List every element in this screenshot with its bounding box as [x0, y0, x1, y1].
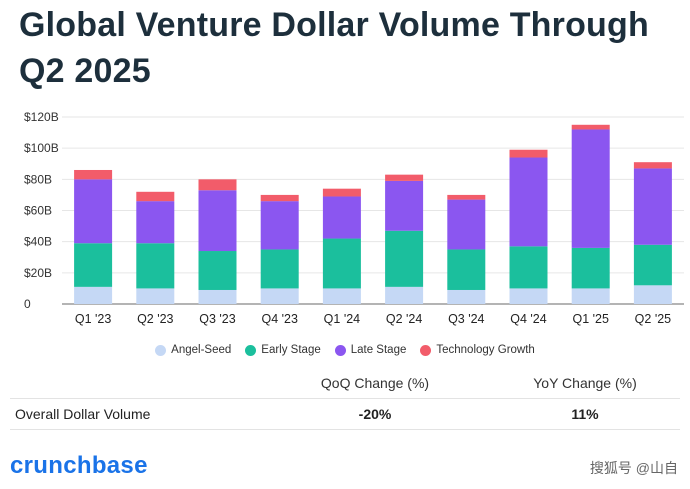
bar-segment-angel-seed: [385, 286, 424, 304]
bar-segment-early-stage: [385, 230, 424, 287]
x-tick-label: Q3 '23: [199, 312, 235, 326]
bar-segment-late-stage: [509, 157, 548, 247]
legend-swatch: [155, 344, 167, 356]
x-tick-label: Q4 '24: [510, 312, 546, 326]
bar-segment-technology-growth: [322, 188, 361, 197]
bar-segment-late-stage: [385, 180, 424, 231]
y-tick-label: $40B: [24, 235, 52, 249]
change-table: QoQ Change (%) YoY Change (%) Overall Do…: [10, 368, 680, 430]
bar-segment-angel-seed: [633, 285, 672, 304]
bar-segment-late-stage: [198, 190, 237, 252]
y-tick-label: $20B: [24, 266, 52, 280]
bar-segment-technology-growth: [447, 194, 486, 200]
bar-segment-technology-growth: [385, 174, 424, 181]
legend-label: Technology Growth: [436, 344, 535, 356]
bar-segment-angel-seed: [136, 288, 175, 304]
x-tick-label: Q1 '23: [75, 312, 111, 326]
legend-swatch: [334, 344, 346, 356]
legend-label: Early Stage: [261, 344, 321, 356]
bar-segment-technology-growth: [260, 194, 299, 202]
bar-segment-angel-seed: [509, 288, 548, 304]
bar-segment-early-stage: [509, 246, 548, 289]
bar-segment-late-stage: [136, 201, 175, 244]
x-tick-label: Q4 '23: [261, 312, 297, 326]
bar-segment-early-stage: [198, 251, 237, 290]
legend-item: Late Stage: [334, 344, 407, 356]
legend-swatch: [245, 344, 257, 356]
bar-segment-angel-seed: [74, 286, 113, 304]
legend-item: Early Stage: [245, 344, 321, 356]
bar-segment-angel-seed: [198, 289, 237, 304]
bar-segment-technology-growth: [198, 179, 237, 191]
bar-segment-angel-seed: [322, 288, 361, 304]
bar-segment-technology-growth: [509, 149, 548, 158]
x-tick-label: Q1 '25: [572, 312, 608, 326]
bar-segment-early-stage: [74, 243, 113, 287]
chart-title: Global Venture Dollar Volume Through Q2 …: [19, 6, 649, 90]
bar-segment-technology-growth: [136, 191, 175, 202]
bar-segment-early-stage: [447, 249, 486, 290]
bar-segment-early-stage: [136, 243, 175, 289]
legend-item: Angel-Seed: [155, 344, 231, 356]
qoq-header: QoQ Change (%): [320, 375, 430, 391]
bar-segment-early-stage: [260, 249, 299, 289]
crunchbase-logo: crunchbase: [10, 452, 148, 479]
bar-segment-late-stage: [260, 201, 299, 250]
y-tick-label: $120B: [24, 110, 59, 124]
yoy-header: YoY Change (%): [533, 375, 637, 391]
bar-segment-angel-seed: [260, 288, 299, 304]
bar-segment-early-stage: [322, 238, 361, 289]
bar-segment-late-stage: [447, 199, 486, 250]
x-tick-label: Q3 '24: [448, 312, 484, 326]
bar-segment-late-stage: [633, 168, 672, 245]
y-tick-label: $100B: [24, 141, 59, 155]
y-tick-label: $80B: [24, 172, 52, 186]
bar-segment-angel-seed: [447, 289, 486, 304]
legend-label: Late Stage: [350, 344, 407, 356]
y-tick-label: 0: [24, 297, 31, 311]
watermark: 搜狐号 @山自: [589, 460, 678, 476]
row-label: Overall Dollar Volume: [15, 406, 151, 422]
bar-segment-early-stage: [633, 244, 672, 286]
x-tick-label: Q2 '23: [137, 312, 173, 326]
stacked-bar-chart: 0 $20B $40B $60B $80B $100B $120B Q1 '23 Q2 '23 Q…: [24, 110, 684, 326]
bar-segment-angel-seed: [571, 288, 610, 304]
yoy-value: 11%: [571, 406, 599, 422]
x-tick-label: Q2 '24: [386, 312, 422, 326]
table-header-row: QoQ Change (%) YoY Change (%): [10, 368, 680, 399]
bar-segment-early-stage: [571, 247, 610, 289]
legend-label: Angel-Seed: [171, 344, 232, 356]
bar-segment-late-stage: [571, 129, 610, 248]
legend-item: Technology Growth: [420, 344, 535, 356]
bar-segment-late-stage: [74, 179, 113, 244]
bar-segment-technology-growth: [74, 169, 113, 180]
x-tick-label: Q1 '24: [324, 312, 360, 326]
qoq-value: -20%: [358, 406, 392, 422]
bar-segment-technology-growth: [633, 162, 672, 169]
bar-segment-technology-growth: [571, 124, 610, 130]
x-tick-label: Q2 '25: [635, 312, 671, 326]
legend: Angel-Seed Early Stage Late Stage Technolog…: [0, 344, 690, 356]
bar-segment-late-stage: [322, 196, 361, 239]
y-tick-label: $60B: [24, 204, 52, 218]
legend-swatch: [420, 344, 432, 356]
table-row: Overall Dollar Volume -20% 11%: [10, 399, 680, 430]
